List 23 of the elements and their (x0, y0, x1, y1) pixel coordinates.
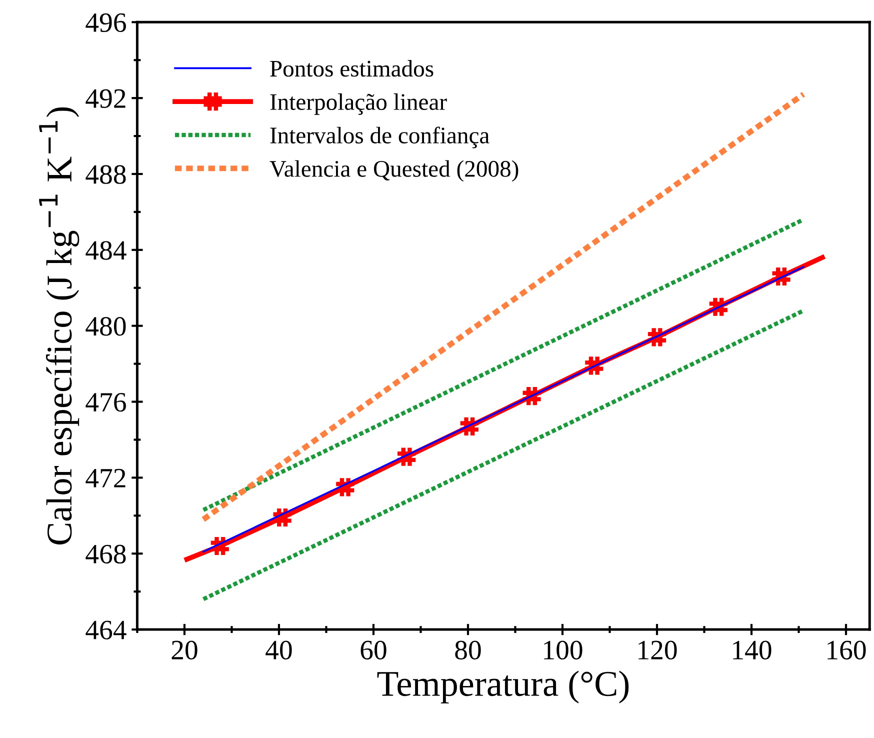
y-tick-label: 464 (86, 620, 126, 640)
y-axis-title: Calor específico (J kg$^{−1}$ K$^{−1}$) (39, 107, 80, 544)
x-tick-label: 80 (455, 640, 481, 660)
y-tick-label: 472 (86, 468, 126, 488)
y-tick-label: 496 (86, 13, 126, 32)
y-tick-label: 488 (86, 165, 126, 184)
x-tick-label: 20 (172, 640, 198, 660)
legend-label: Intervalos de confiança (270, 126, 490, 148)
x-tick-label: 60 (360, 640, 386, 660)
y-tick-label: 484 (86, 241, 126, 260)
x-tick-label: 120 (638, 640, 677, 660)
x-tick-label: 160 (828, 640, 866, 660)
x-tick-label: 140 (733, 640, 772, 660)
legend-label: Valencia e Quested (2008) (270, 160, 518, 182)
y-tick-label: 480 (86, 316, 126, 336)
x-axis-title: Temperatura (°C) (377, 670, 629, 704)
y-tick-label: 492 (86, 89, 126, 108)
legend-label: Interpolação linear (270, 93, 447, 115)
legend-label: Pontos estimados (270, 60, 434, 77)
x-tick-label: 100 (544, 640, 582, 660)
y-tick-label: 476 (86, 392, 126, 412)
x-tick-label: 40 (266, 640, 292, 660)
y-tick-label: 468 (86, 544, 126, 564)
